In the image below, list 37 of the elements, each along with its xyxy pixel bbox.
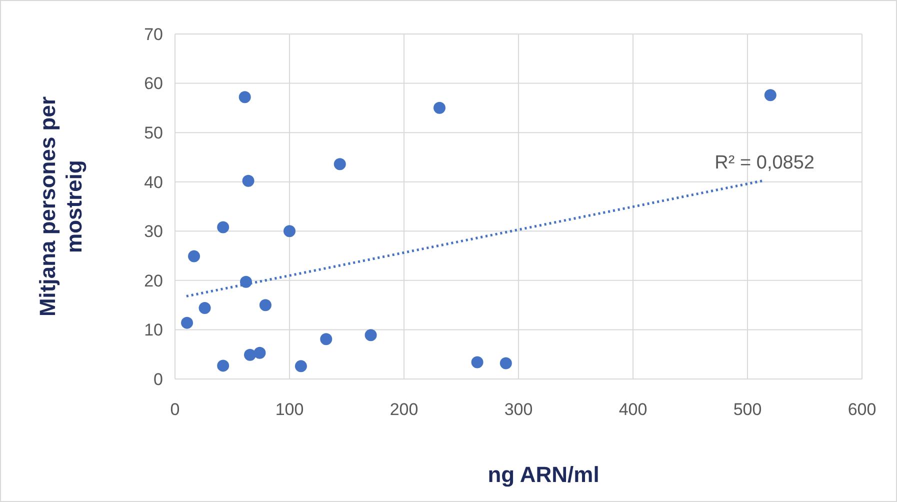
point: [198, 302, 211, 314]
point: [500, 357, 512, 370]
point: [259, 299, 272, 312]
y-axis-title: Mitjana persones per mostreig: [35, 96, 86, 317]
y-tick-label: 70: [144, 24, 163, 44]
point: [294, 360, 307, 372]
x-tick-label: 500: [733, 400, 762, 419]
point: [764, 89, 776, 102]
y-tick-label: 50: [144, 124, 163, 143]
point: [217, 360, 230, 372]
point: [254, 346, 266, 359]
point: [334, 158, 346, 170]
y-tick-label: 20: [144, 271, 163, 290]
x-tick-label: 0: [170, 400, 180, 419]
y-tick-label: 10: [144, 320, 163, 340]
x-tick-label: 600: [848, 400, 876, 419]
point: [433, 102, 446, 114]
y-tick-label: 40: [144, 172, 163, 192]
point: [242, 174, 254, 187]
point: [284, 225, 296, 238]
point: [181, 316, 194, 329]
x-tick-label: 300: [504, 400, 533, 419]
point: [320, 333, 332, 346]
y-tick-label: 0: [154, 370, 163, 389]
x-tick-label: 200: [390, 400, 418, 419]
point: [238, 91, 251, 104]
y-tick-label: 60: [144, 74, 163, 94]
point: [244, 348, 256, 361]
point: [217, 221, 230, 234]
point: [188, 250, 200, 262]
annotation: R² = 0,0852: [714, 152, 815, 174]
x-tick-label: 400: [618, 400, 648, 419]
y-tick-label: 30: [144, 222, 163, 242]
point: [364, 329, 377, 342]
x-axis-title: ng ARN/ml: [488, 462, 600, 487]
point: [471, 356, 484, 368]
x-tick-label: 100: [275, 400, 304, 419]
